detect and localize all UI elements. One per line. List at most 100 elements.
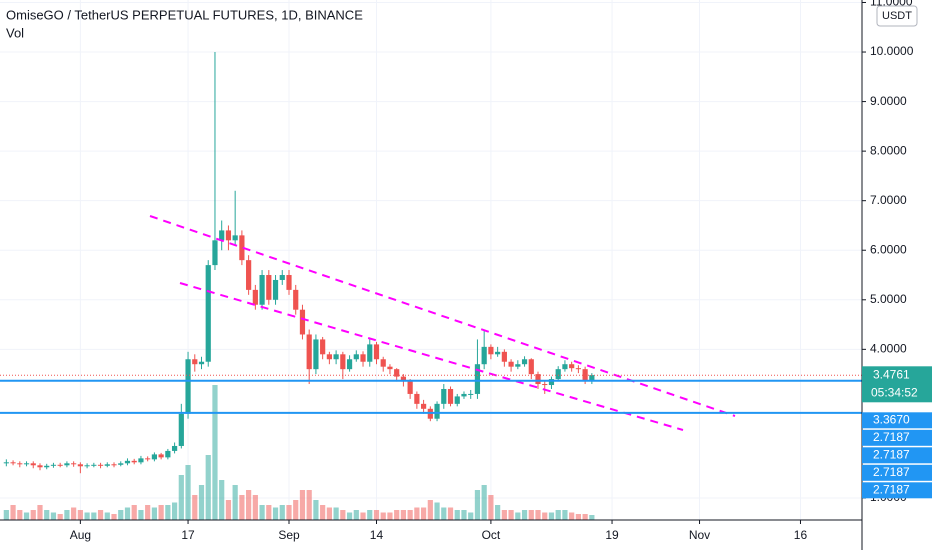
candle-body bbox=[84, 465, 90, 467]
candle-body bbox=[360, 354, 366, 362]
volume-bar bbox=[131, 505, 137, 520]
volume-bar bbox=[118, 510, 124, 520]
volume-bar bbox=[272, 507, 279, 520]
candle-body bbox=[326, 354, 332, 360]
volume-bar bbox=[259, 505, 265, 520]
time-axis-bg bbox=[0, 520, 932, 550]
candle-body bbox=[279, 275, 285, 280]
volume-bar bbox=[474, 490, 481, 520]
volume-bar bbox=[178, 475, 184, 520]
candle-body bbox=[421, 403, 427, 409]
candle-body bbox=[340, 354, 346, 370]
x-tick-label: 19 bbox=[605, 528, 619, 542]
volume-bar bbox=[71, 507, 77, 520]
y-tick-label: 11.0000 bbox=[870, 0, 913, 9]
volume-bar bbox=[380, 512, 386, 520]
candles bbox=[3, 52, 595, 474]
candle-body bbox=[589, 375, 595, 381]
candle-body bbox=[185, 359, 191, 414]
candle-body bbox=[178, 413, 184, 446]
candle-body bbox=[124, 460, 131, 464]
candle-body bbox=[10, 462, 16, 464]
candle-body bbox=[118, 463, 124, 465]
candle-body bbox=[212, 240, 218, 266]
x-tick-label: 14 bbox=[370, 528, 384, 542]
currency[interactable]: USDT bbox=[882, 10, 912, 22]
volume-bar bbox=[77, 510, 83, 520]
volume-bar bbox=[454, 510, 460, 520]
candle-body bbox=[57, 464, 63, 466]
volume-bar bbox=[205, 455, 211, 520]
x-tick-label: Aug bbox=[70, 528, 91, 542]
y-tick-label: 5.0000 bbox=[870, 292, 907, 306]
volume-bar bbox=[582, 514, 588, 520]
volume-bar bbox=[192, 495, 198, 520]
candle-body bbox=[461, 393, 467, 397]
volume-bar bbox=[17, 510, 23, 520]
volume-bar bbox=[124, 507, 131, 520]
candle-body bbox=[367, 344, 373, 362]
candle-body bbox=[542, 384, 548, 386]
volume-bar bbox=[3, 510, 9, 520]
volume-pane bbox=[3, 385, 595, 520]
volume-bar bbox=[111, 514, 117, 520]
candle-body bbox=[23, 463, 30, 465]
volume-bar bbox=[569, 512, 575, 520]
candle-body bbox=[488, 346, 494, 355]
volume-bar bbox=[535, 510, 541, 520]
candle-body bbox=[198, 361, 205, 365]
current-price-label: 3.4761 bbox=[873, 367, 910, 381]
volume-bar bbox=[353, 510, 359, 520]
candle-body bbox=[71, 463, 77, 465]
candle-body bbox=[313, 339, 319, 370]
candle-body bbox=[151, 454, 157, 460]
volume-bar bbox=[198, 485, 205, 520]
volume-bar bbox=[548, 512, 555, 520]
candle-body bbox=[37, 465, 43, 468]
x-tick-label: Sep bbox=[278, 528, 300, 542]
candle-body bbox=[582, 369, 588, 381]
currency-button[interactable] bbox=[876, 5, 918, 27]
candle-body bbox=[562, 364, 568, 370]
y-tick-label: 6.0000 bbox=[870, 242, 907, 256]
candle-body bbox=[528, 359, 534, 375]
candle-body bbox=[400, 376, 407, 382]
candle-body bbox=[225, 230, 232, 241]
volume-bar bbox=[501, 510, 507, 520]
volume-bar bbox=[232, 485, 238, 520]
volume-bar bbox=[246, 490, 252, 520]
trend-lines bbox=[149, 215, 736, 431]
candle-body bbox=[91, 464, 97, 466]
level-tag bbox=[862, 429, 932, 446]
candle-body bbox=[259, 275, 265, 305]
y-tick-label: 4.0000 bbox=[870, 342, 907, 356]
volume-bar bbox=[434, 502, 440, 520]
candle-body bbox=[104, 464, 110, 466]
volume-bar bbox=[562, 510, 568, 520]
candle-body bbox=[272, 279, 279, 300]
candle-body bbox=[232, 235, 238, 241]
candle-body bbox=[535, 374, 541, 385]
volume-bar bbox=[44, 510, 50, 520]
volume-bar bbox=[373, 510, 380, 520]
volume-bar bbox=[542, 512, 548, 520]
volume-bar bbox=[225, 500, 232, 520]
x-tick-label: 16 bbox=[794, 528, 808, 542]
volume-bar bbox=[171, 502, 178, 520]
candle-body bbox=[306, 334, 312, 370]
candle-body bbox=[192, 359, 198, 365]
volume-bar bbox=[555, 510, 561, 520]
volume-bar bbox=[151, 507, 157, 520]
volume-bar bbox=[521, 510, 528, 520]
candle-body bbox=[387, 366, 393, 370]
y-tick-label: 10.0000 bbox=[870, 44, 914, 58]
volume-bar bbox=[427, 500, 433, 520]
chart-title: OmiseGO / TetherUS PERPETUAL FUTURES, 1D… bbox=[6, 7, 363, 22]
current-price-tag bbox=[862, 366, 932, 403]
candle-body bbox=[548, 379, 555, 386]
y-tick-label: 9.0000 bbox=[870, 94, 907, 108]
volume-bar bbox=[104, 512, 110, 520]
candle-body bbox=[97, 464, 104, 466]
x-tick-label: Nov bbox=[689, 528, 710, 542]
volume-bar bbox=[97, 510, 104, 520]
